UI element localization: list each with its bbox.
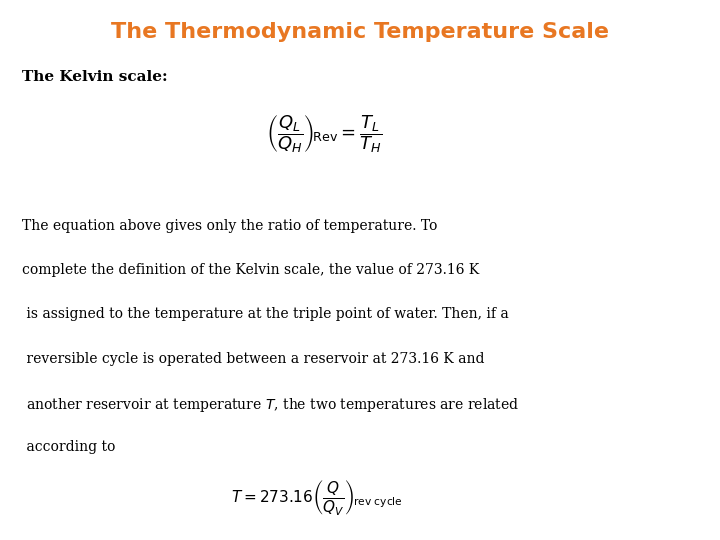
Text: The Kelvin scale:: The Kelvin scale: — [22, 70, 167, 84]
Text: another reservoir at temperature $T$, the two temperatures are related: another reservoir at temperature $T$, th… — [22, 396, 518, 414]
Text: $T = 273.16\left(\dfrac{Q}{Q_V}\right)_{\!\mathrm{rev\ cycle}}$: $T = 273.16\left(\dfrac{Q}{Q_V}\right)_{… — [231, 478, 402, 517]
Text: $\left(\dfrac{Q_L}{Q_H}\right)_{\!\mathrm{Rev}} = \dfrac{T_L}{T_H}$: $\left(\dfrac{Q_L}{Q_H}\right)_{\!\mathr… — [266, 113, 382, 155]
Text: is assigned to the temperature at the triple point of water. Then, if a: is assigned to the temperature at the tr… — [22, 307, 508, 321]
Text: The Thermodynamic Temperature Scale: The Thermodynamic Temperature Scale — [111, 22, 609, 42]
Text: complete the definition of the Kelvin scale, the value of 273.16 K: complete the definition of the Kelvin sc… — [22, 263, 479, 277]
Text: according to: according to — [22, 440, 115, 454]
Text: reversible cycle is operated between a reservoir at 273.16 K and: reversible cycle is operated between a r… — [22, 352, 484, 366]
Text: The equation above gives only the ratio of temperature. To: The equation above gives only the ratio … — [22, 219, 437, 233]
